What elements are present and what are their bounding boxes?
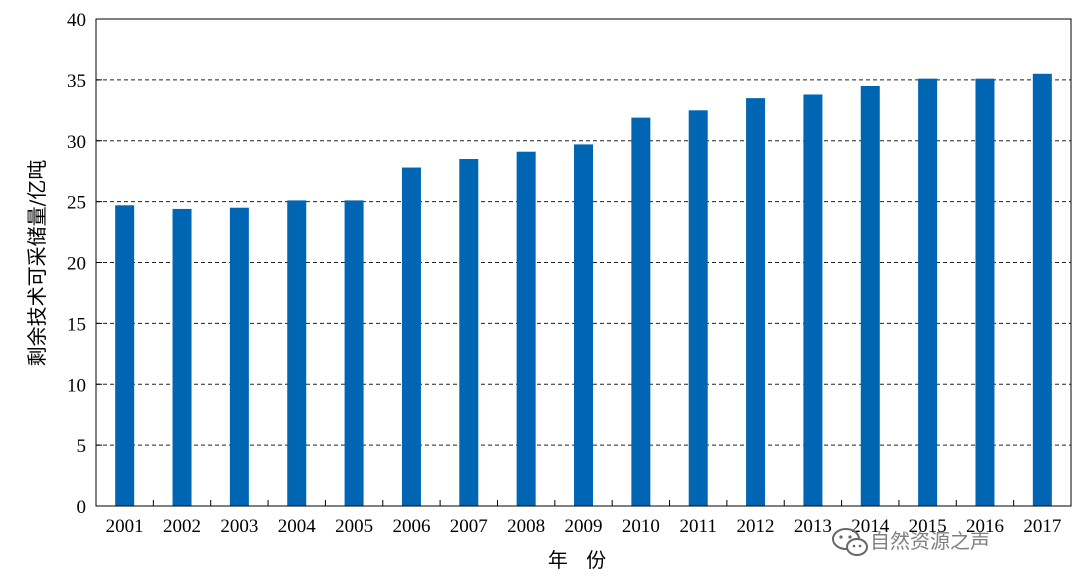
grid-lines	[96, 79, 1071, 446]
bar-2008	[516, 151, 536, 506]
y-tick-label: 5	[77, 436, 87, 457]
x-tick-label: 2009	[565, 516, 603, 537]
bar-2010	[631, 117, 651, 507]
x-tick-label: 2003	[220, 516, 258, 537]
watermark-text: 自然资源之声	[870, 529, 990, 553]
bar-2003	[229, 207, 249, 506]
x-tick-label: 2012	[737, 516, 775, 537]
x-tick-label: 2017	[1023, 516, 1061, 537]
x-tick-label: 2007	[450, 516, 488, 537]
x-tick-label: 2004	[278, 516, 317, 537]
bar-2005	[344, 200, 364, 506]
x-tick-label: 2015	[909, 516, 947, 537]
watermark: 自然资源之声	[832, 528, 990, 556]
x-tick-label: 2014	[851, 516, 890, 537]
x-tick-label: 2002	[163, 516, 201, 537]
bar-2014	[860, 85, 880, 507]
plot-frame	[95, 18, 1072, 507]
bar-2016	[975, 78, 995, 506]
y-tick-label: 20	[67, 254, 86, 275]
x-tick-label: 2011	[680, 516, 717, 537]
y-tick-label: 25	[67, 193, 86, 214]
y-tick-label: 30	[67, 132, 86, 153]
bar-2012	[746, 98, 766, 506]
bar-2001	[115, 205, 135, 506]
bar-2002	[172, 208, 192, 506]
y-axis-title: 剩余技术可采储量/亿吨	[25, 160, 49, 367]
x-tick-label: 2006	[392, 516, 430, 537]
bar-2007	[459, 159, 479, 506]
bar-2009	[574, 144, 593, 506]
x-tick-label: 2008	[507, 516, 545, 537]
axes	[95, 18, 1072, 507]
x-tick-label: 2016	[966, 516, 1004, 537]
bar-2011	[688, 110, 708, 506]
y-tick-label: 0	[77, 497, 87, 518]
wechat-icon	[832, 528, 868, 556]
y-tick-labels: 0 5 10 15 20 25 30 35 40	[67, 10, 86, 518]
bar-2006	[401, 167, 421, 506]
bar-2013	[803, 94, 823, 507]
x-tick-labels: 2001 2002 2003 2004 2005 2006 2007 2008 2009 2010…	[106, 516, 1062, 537]
bar-series	[115, 73, 1052, 507]
bar-2004	[287, 200, 307, 506]
x-tick-label: 2005	[335, 516, 373, 537]
x-axis-title: 年 份	[548, 548, 612, 572]
y-tick-label: 15	[67, 314, 86, 335]
x-tick-label: 2001	[106, 516, 144, 537]
bar-2015	[918, 78, 938, 506]
y-tick-label: 40	[67, 10, 86, 31]
y-tick-label: 35	[67, 71, 86, 92]
x-tick-label: 2010	[622, 516, 660, 537]
y-tick-label: 10	[67, 375, 86, 396]
bar-2017	[1032, 73, 1052, 506]
x-tick-label: 2013	[794, 516, 832, 537]
